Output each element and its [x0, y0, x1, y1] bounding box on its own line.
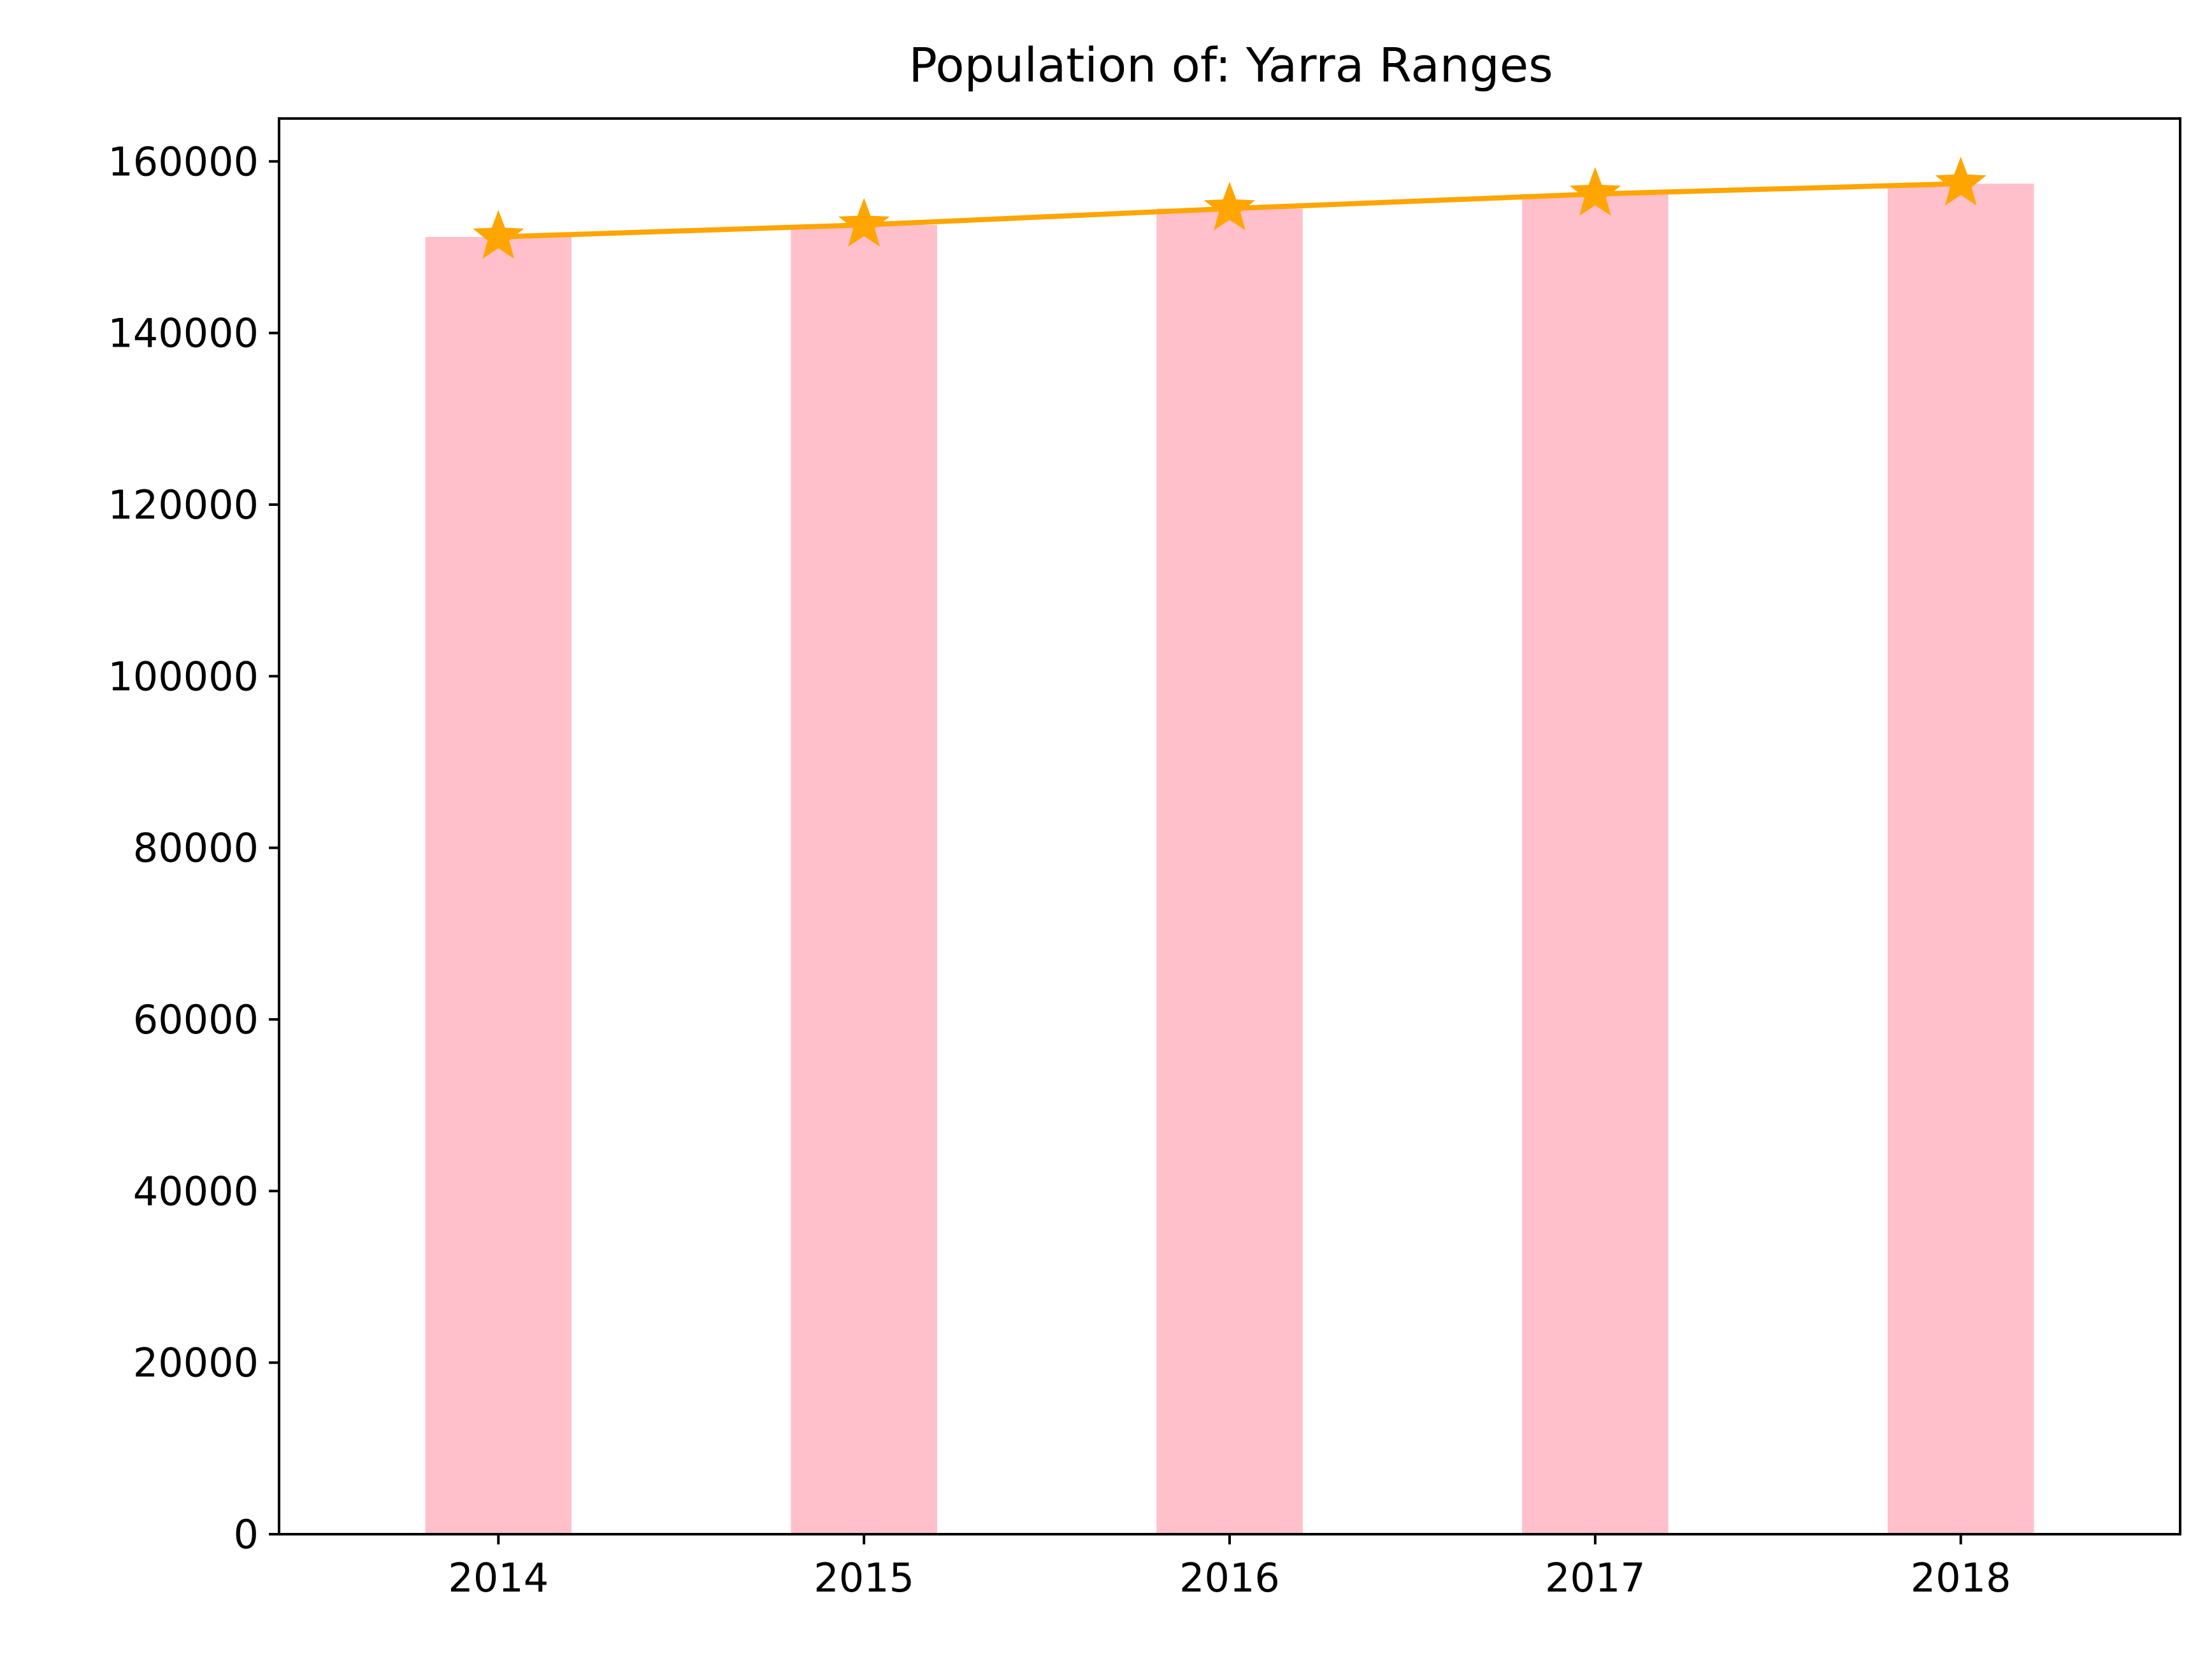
y-tick-label: 40000: [133, 1168, 259, 1214]
y-tick-label: 80000: [133, 825, 259, 872]
line-point-2017: [1569, 167, 1621, 216]
line-point-2014: [473, 210, 524, 259]
x-tick-label: 2017: [1545, 1555, 1646, 1601]
bars-layer: [425, 183, 2034, 1535]
y-tick-label: 120000: [108, 482, 259, 528]
chart-title: Population of: Yarra Ranges: [908, 38, 1553, 93]
x-tick-label: 2016: [1179, 1555, 1280, 1601]
line-point-2015: [838, 198, 890, 247]
bar-2014: [425, 236, 572, 1535]
y-tick-label: 0: [234, 1511, 259, 1558]
line-layer: [473, 157, 1986, 259]
x-tick-label: 2018: [1911, 1555, 2011, 1601]
bar-2016: [1156, 208, 1303, 1535]
bar-2018: [1887, 183, 2034, 1534]
y-tick-label: 20000: [133, 1340, 259, 1386]
y-tick-label: 60000: [133, 996, 259, 1043]
line-point-2016: [1203, 182, 1256, 231]
y-tick-label: 140000: [108, 310, 259, 357]
axes-layer: 0 20000 40000 60000 80000 100000 120000 140000 1…: [108, 117, 2181, 1601]
x-tick-label: 2014: [448, 1555, 549, 1601]
bar-2017: [1522, 194, 1669, 1535]
y-tick-label: 160000: [108, 138, 259, 185]
bar-2015: [791, 224, 937, 1535]
y-tick-label: 100000: [108, 653, 259, 700]
line-point-2018: [1935, 157, 1986, 206]
x-tick-label: 2015: [814, 1555, 914, 1601]
